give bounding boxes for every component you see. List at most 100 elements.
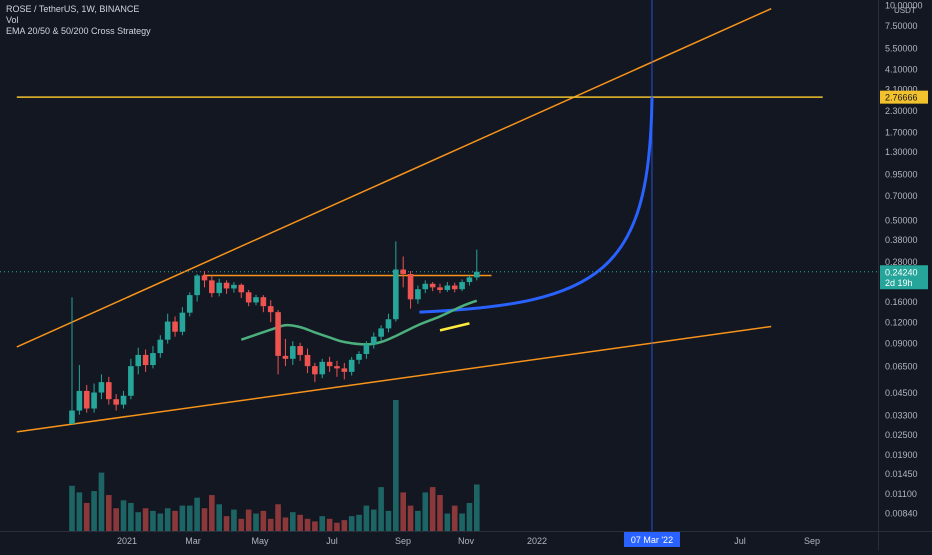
candle-body: [319, 361, 326, 375]
volume-bar: [172, 510, 178, 532]
candle-body: [356, 353, 362, 360]
candle-body: [106, 382, 112, 400]
candle-body: [98, 382, 105, 393]
candle-body: [186, 295, 193, 313]
volume-bar: [437, 495, 443, 532]
volume-bar: [290, 512, 296, 532]
candle-body: [422, 283, 429, 290]
time-tick-label: Nov: [458, 536, 475, 546]
candle-body: [223, 282, 230, 289]
volume-bar: [231, 509, 237, 532]
candle-body: [172, 321, 178, 332]
drawing-layer: [0, 0, 878, 531]
price-tick-label: 0.00840: [885, 508, 918, 518]
trend-line: [16, 325, 772, 433]
candle-body: [459, 282, 465, 290]
price-tick-label: 4.10000: [885, 64, 918, 74]
volume-bar: [76, 492, 83, 532]
price-tick-label: 0.50000: [885, 215, 918, 225]
candle-body: [91, 392, 97, 409]
volume-bar: [209, 495, 215, 532]
volume-bar: [348, 516, 355, 532]
time-tick-label: 2022: [527, 536, 547, 546]
candles-layer: [69, 241, 480, 425]
candle-body: [253, 297, 259, 303]
candle-body: [348, 359, 355, 372]
volume-bar: [312, 521, 318, 532]
candle-body: [444, 285, 451, 290]
volume-bar: [378, 487, 384, 532]
candle-body: [83, 390, 90, 409]
level-price-tag: [880, 90, 928, 104]
volume-bar: [363, 505, 370, 532]
candle-body: [378, 328, 384, 337]
trend-line: [16, 7, 772, 348]
price-tick-label: 2.30000: [885, 106, 918, 116]
volume-bar: [223, 516, 230, 532]
volume-bar: [106, 495, 112, 532]
candle-body: [400, 269, 406, 274]
candle-body: [69, 410, 75, 425]
candle-body: [393, 269, 399, 320]
volume-bar: [451, 505, 458, 532]
price-tick-label: 0.12000: [885, 318, 918, 328]
last-price-tag: [880, 265, 928, 290]
volume-bar: [466, 502, 473, 532]
volume-bar: [245, 509, 252, 532]
volume-bar: [459, 513, 465, 532]
candle-body: [326, 361, 333, 367]
candle-body: [238, 284, 245, 293]
volume-bar: [201, 508, 208, 532]
volume-indicator-label[interactable]: Vol: [6, 15, 19, 25]
candle-body: [157, 339, 164, 354]
candle-body: [297, 346, 303, 355]
candle-body: [245, 292, 252, 303]
symbol-title[interactable]: ROSE / TetherUS, 1W, BINANCE: [6, 4, 140, 14]
volume-bar: [474, 484, 480, 532]
volume-bar: [194, 497, 200, 532]
time-tick-label: Mar: [185, 536, 201, 546]
volume-bar: [282, 517, 289, 532]
candle-body: [150, 353, 156, 366]
ema-layer: [240, 299, 478, 346]
volume-bar: [83, 502, 90, 532]
volume-bar: [253, 513, 259, 532]
price-tick-label: 0.03300: [885, 410, 918, 420]
volume-bar: [120, 500, 127, 532]
marker-line: [439, 322, 470, 332]
price-tick-label: 10.00000: [885, 1, 923, 11]
volume-bar: [400, 492, 406, 532]
candle-body: [341, 368, 348, 372]
volume-bar: [135, 512, 142, 532]
price-tick-label: 0.09000: [885, 338, 918, 348]
price-unit-label: USDT: [894, 6, 916, 15]
volume-bar: [128, 502, 134, 532]
candle-body: [275, 312, 281, 356]
price-tick-label: 0.01900: [885, 450, 918, 460]
volume-bar: [334, 522, 340, 532]
candle-body: [113, 399, 119, 405]
candle-body: [407, 273, 414, 300]
candle-body: [370, 336, 377, 345]
price-tick-label: 7.50000: [885, 21, 918, 31]
volume-bar: [341, 520, 348, 532]
volume-bar: [150, 510, 156, 532]
price-tick-label: 5.50000: [885, 43, 918, 53]
volume-bar: [393, 400, 399, 532]
price-tick-label: 0.95000: [885, 169, 918, 179]
price-tick-label: 0.70000: [885, 191, 918, 201]
volume-bar: [91, 491, 97, 532]
volume-bar: [407, 505, 414, 532]
price-tick-label: 0.04500: [885, 388, 918, 398]
volume-bar: [98, 472, 105, 532]
ema-line: [240, 299, 478, 346]
volume-bar: [319, 516, 326, 532]
volume-bar: [142, 508, 149, 532]
candle-body: [209, 280, 215, 294]
strategy-indicator-label[interactable]: EMA 20/50 & 50/200 Cross Strategy: [6, 26, 151, 36]
chart-legend: ROSE / TetherUS, 1W, BINANCE Vol EMA 20/…: [6, 4, 151, 37]
candle-body: [179, 312, 186, 332]
candle-body: [312, 366, 318, 375]
